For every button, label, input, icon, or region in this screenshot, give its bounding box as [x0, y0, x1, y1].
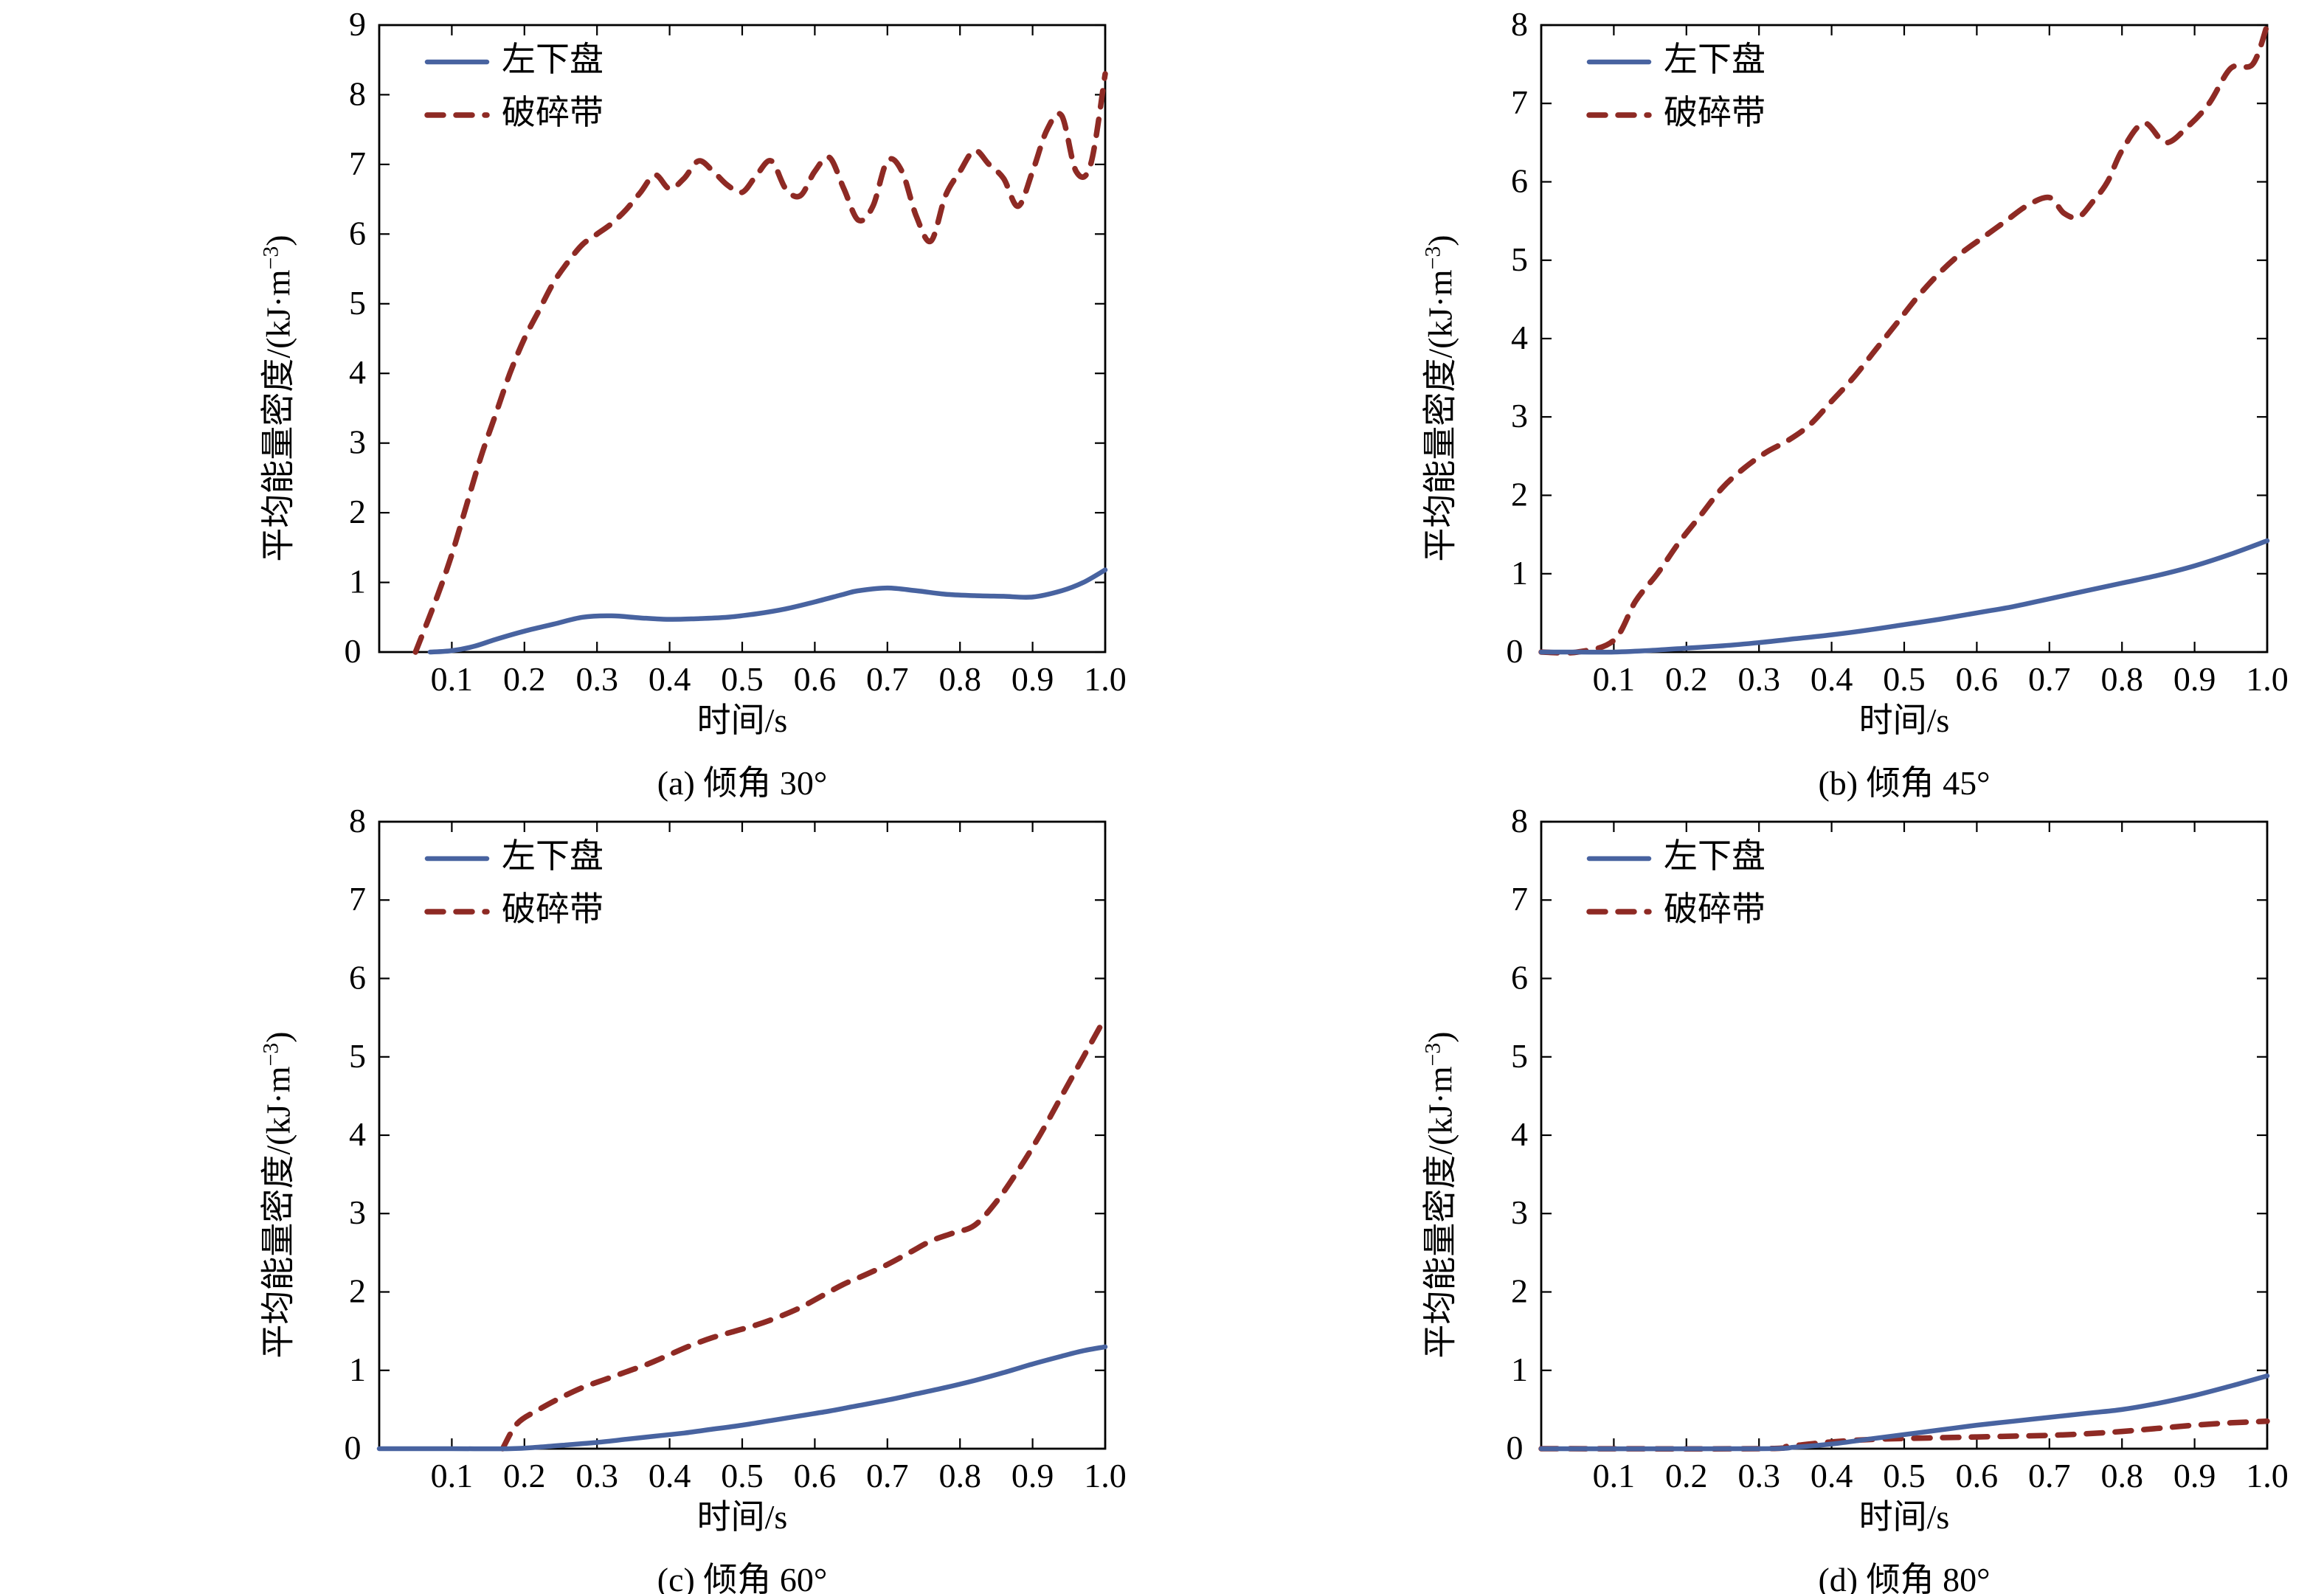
svg-text:0.3: 0.3 — [575, 1457, 618, 1494]
svg-text:0.2: 0.2 — [1665, 1457, 1708, 1494]
svg-text:1: 1 — [349, 563, 366, 600]
svg-text:7: 7 — [349, 145, 366, 182]
svg-text:1.0: 1.0 — [2246, 660, 2289, 698]
svg-text:0.9: 0.9 — [1011, 1457, 1054, 1494]
svg-text:0.5: 0.5 — [721, 660, 764, 698]
svg-text:7: 7 — [1511, 83, 1528, 121]
svg-text:8: 8 — [1511, 5, 1528, 43]
svg-text:0.6: 0.6 — [1956, 1457, 1999, 1494]
svg-text:0.3: 0.3 — [1737, 660, 1780, 698]
svg-text:0.6: 0.6 — [1956, 660, 1999, 698]
svg-text:1.0: 1.0 — [1084, 660, 1127, 698]
svg-text:0.1: 0.1 — [1593, 1457, 1636, 1494]
svg-text:0.9: 0.9 — [2173, 660, 2216, 698]
svg-text:0.4: 0.4 — [649, 1457, 691, 1494]
svg-text:6: 6 — [1511, 959, 1528, 997]
svg-text:0.6: 0.6 — [794, 660, 837, 698]
svg-text:0.5: 0.5 — [1883, 1457, 1926, 1494]
svg-text:0.4: 0.4 — [649, 660, 691, 698]
svg-text:8: 8 — [349, 74, 366, 112]
svg-text:1.0: 1.0 — [1084, 1457, 1127, 1494]
svg-text:0.8: 0.8 — [2100, 660, 2143, 698]
svg-text:0.1: 0.1 — [1593, 660, 1636, 698]
svg-text:8: 8 — [1511, 802, 1528, 839]
svg-text:2: 2 — [1511, 1272, 1528, 1310]
svg-text:2: 2 — [349, 1272, 366, 1310]
svg-text:0.7: 0.7 — [2028, 660, 2071, 698]
svg-text:3: 3 — [349, 423, 366, 461]
svg-text:0: 0 — [1507, 1429, 1524, 1466]
svg-text:2: 2 — [349, 493, 366, 530]
svg-text:0.7: 0.7 — [2028, 1457, 2071, 1494]
svg-text:5: 5 — [349, 284, 366, 322]
svg-text:5: 5 — [349, 1037, 366, 1075]
svg-text:3: 3 — [1511, 1193, 1528, 1231]
svg-text:0.6: 0.6 — [794, 1457, 837, 1494]
svg-text:0.8: 0.8 — [938, 660, 981, 698]
svg-text:4: 4 — [1511, 1115, 1528, 1153]
svg-text:0.5: 0.5 — [721, 1457, 764, 1494]
svg-text:0.1: 0.1 — [431, 1457, 474, 1494]
svg-text:0.9: 0.9 — [1011, 660, 1054, 698]
svg-text:3: 3 — [349, 1193, 366, 1231]
svg-text:6: 6 — [349, 959, 366, 997]
svg-text:0.3: 0.3 — [575, 660, 618, 698]
svg-text:0.2: 0.2 — [1665, 660, 1708, 698]
svg-text:1: 1 — [1511, 554, 1528, 592]
svg-text:6: 6 — [349, 214, 366, 252]
svg-text:1: 1 — [349, 1351, 366, 1388]
svg-text:5: 5 — [1511, 1037, 1528, 1075]
svg-text:0.7: 0.7 — [866, 660, 909, 698]
svg-text:0.1: 0.1 — [431, 660, 474, 698]
svg-text:0.8: 0.8 — [2100, 1457, 2143, 1494]
svg-text:0.2: 0.2 — [503, 660, 546, 698]
svg-text:0: 0 — [1507, 632, 1524, 670]
svg-text:0.3: 0.3 — [1737, 1457, 1780, 1494]
svg-text:4: 4 — [349, 1115, 366, 1153]
svg-text:1: 1 — [1511, 1351, 1528, 1388]
svg-text:4: 4 — [349, 353, 366, 391]
svg-text:0.4: 0.4 — [1811, 660, 1853, 698]
svg-text:0.2: 0.2 — [503, 1457, 546, 1494]
svg-text:2: 2 — [1511, 476, 1528, 513]
svg-text:0.4: 0.4 — [1811, 1457, 1853, 1494]
svg-text:9: 9 — [349, 5, 366, 43]
svg-text:8: 8 — [349, 802, 366, 839]
svg-text:7: 7 — [1511, 880, 1528, 918]
svg-text:0: 0 — [345, 1429, 362, 1466]
svg-text:3: 3 — [1511, 397, 1528, 434]
svg-text:0.5: 0.5 — [1883, 660, 1926, 698]
svg-text:0: 0 — [345, 632, 362, 670]
svg-text:4: 4 — [1511, 319, 1528, 356]
svg-text:1.0: 1.0 — [2246, 1457, 2289, 1494]
svg-text:5: 5 — [1511, 240, 1528, 278]
svg-text:7: 7 — [349, 880, 366, 918]
svg-text:0.7: 0.7 — [866, 1457, 909, 1494]
svg-text:6: 6 — [1511, 162, 1528, 200]
svg-text:0.9: 0.9 — [2173, 1457, 2216, 1494]
svg-text:0.8: 0.8 — [938, 1457, 981, 1494]
